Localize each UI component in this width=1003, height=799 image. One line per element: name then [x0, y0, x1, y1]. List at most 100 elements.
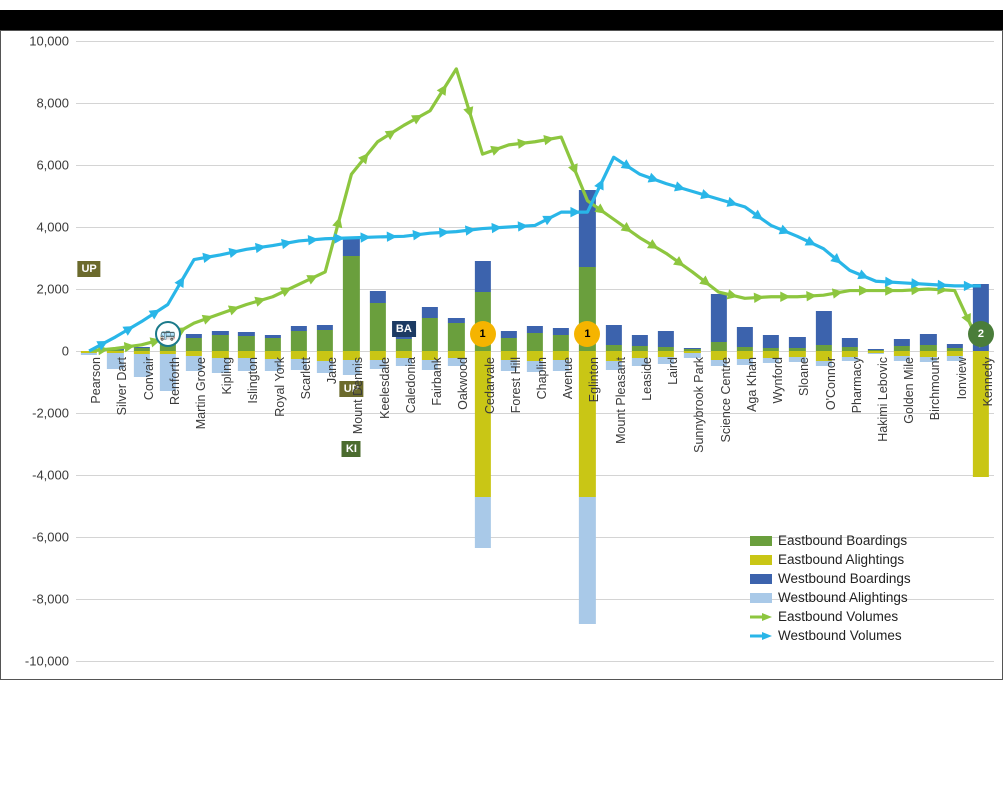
westbound-boardings-bar[interactable] — [343, 239, 359, 256]
eastbound-boardings-bar[interactable] — [553, 335, 569, 351]
bar-col-royal-york[interactable] — [260, 41, 286, 661]
eastbound-boardings-bar[interactable] — [186, 338, 202, 351]
bar-col-chaplin[interactable] — [522, 41, 548, 661]
bar-col-caledonia[interactable] — [391, 41, 417, 661]
bar-col-pearson[interactable] — [76, 41, 102, 661]
bar-col-avenue[interactable] — [548, 41, 574, 661]
station-label-aga-khan: Aga Khan — [745, 357, 759, 412]
westbound-boardings-bar[interactable] — [212, 331, 228, 335]
westbound-boardings-bar[interactable] — [737, 327, 753, 347]
westbound-boardings-bar[interactable] — [186, 334, 202, 337]
eastbound-boardings-bar[interactable] — [212, 335, 228, 351]
bar-col-science-centre[interactable] — [705, 41, 731, 661]
bar-col-jane[interactable] — [312, 41, 338, 661]
legend-item-eastbound-volumes: Eastbound Volumes — [750, 609, 980, 624]
westbound-boardings-bar[interactable] — [291, 326, 307, 331]
westbound-alightings-bar[interactable] — [81, 353, 97, 355]
eastbound-boardings-bar[interactable] — [501, 338, 517, 351]
westbound-boardings-bar[interactable] — [527, 326, 543, 333]
bar-col-convair[interactable] — [128, 41, 154, 661]
westbound-boardings-bar[interactable] — [422, 307, 438, 319]
station-label-sloane: Sloane — [797, 357, 811, 396]
bar-col-martin-grove[interactable] — [181, 41, 207, 661]
interchange-icon-kennedy-7[interactable]: 2 — [968, 321, 994, 347]
eastbound-boardings-bar[interactable] — [343, 256, 359, 351]
station-label-fairbank: Fairbank — [430, 357, 444, 406]
eastbound-boardings-bar[interactable] — [238, 336, 254, 351]
bar-col-fairbank[interactable] — [417, 41, 443, 661]
westbound-alightings-bar[interactable] — [868, 353, 884, 355]
bar-col-mount-dennis[interactable] — [338, 41, 364, 661]
westbound-boardings-bar[interactable] — [658, 331, 674, 347]
westbound-boardings-bar[interactable] — [553, 328, 569, 335]
westbound-boardings-bar[interactable] — [632, 335, 648, 347]
bar-col-scarlett[interactable] — [286, 41, 312, 661]
station-label-avenue: Avenue — [561, 357, 575, 399]
westbound-alightings-bar[interactable] — [474, 497, 490, 548]
westbound-boardings-bar[interactable] — [501, 331, 517, 338]
station-label-birchmount: Birchmount — [928, 357, 942, 420]
westbound-boardings-bar[interactable] — [842, 338, 858, 347]
eastbound-boardings-bar[interactable] — [369, 303, 385, 351]
ytick-label--4000: -4,000 — [1, 468, 69, 483]
westbound-boardings-bar[interactable] — [815, 311, 831, 345]
bar-col-forest-hill[interactable] — [496, 41, 522, 661]
westbound-boardings-bar[interactable] — [238, 332, 254, 336]
legend-label-eastbound-volumes: Eastbound Volumes — [778, 609, 898, 624]
station-label-jane: Jane — [325, 357, 339, 384]
ytick-label--8000: -8,000 — [1, 592, 69, 607]
westbound-boardings-bar[interactable] — [920, 334, 936, 345]
bar-col-kipling[interactable] — [207, 41, 233, 661]
interchange-icon-cedarvale-5[interactable]: 1 — [470, 321, 496, 347]
station-label-chaplin: Chaplin — [535, 357, 549, 399]
station-label-silver-dart: Silver Dart — [115, 357, 129, 415]
westbound-boardings-bar[interactable] — [684, 348, 700, 350]
bar-col-laird[interactable] — [653, 41, 679, 661]
interchange-icon-pearson-0[interactable]: UP — [77, 261, 100, 277]
bar-col-silver-dart[interactable] — [102, 41, 128, 661]
station-label-kipling: Kipling — [220, 357, 234, 395]
westbound-boardings-bar[interactable] — [710, 294, 726, 342]
westbound-boardings-bar[interactable] — [317, 325, 333, 330]
bar-col-eglinton[interactable] — [574, 41, 600, 661]
westbound-boardings-bar[interactable] — [107, 349, 123, 350]
westbound-boardings-bar[interactable] — [763, 335, 779, 348]
eastbound-boardings-bar[interactable] — [291, 331, 307, 351]
eastbound-boardings-bar[interactable] — [710, 342, 726, 351]
bar-col-leaside[interactable] — [627, 41, 653, 661]
bar-col-renforth[interactable] — [155, 41, 181, 661]
eastbound-boardings-bar[interactable] — [448, 323, 464, 351]
interchange-icon-renforth-1[interactable]: 🚌 — [155, 321, 181, 347]
bar-col-sunnybrook-park[interactable] — [679, 41, 705, 661]
westbound-boardings-bar[interactable] — [606, 325, 622, 345]
interchange-icon-eglinton-6[interactable]: 1 — [574, 321, 600, 347]
westbound-boardings-bar[interactable] — [369, 291, 385, 303]
interchange-icon-caledonia-4[interactable]: BA — [392, 321, 416, 337]
westbound-boardings-bar[interactable] — [133, 347, 149, 348]
eastbound-boardings-bar[interactable] — [317, 330, 333, 351]
interchange-icon-mount-dennis-3[interactable]: KI — [342, 441, 361, 457]
legend-item-westbound-boardings: Westbound Boardings — [750, 571, 980, 586]
westbound-boardings-bar[interactable] — [448, 318, 464, 323]
bar-col-cedarvale[interactable] — [469, 41, 495, 661]
westbound-boardings-bar[interactable] — [474, 261, 490, 292]
eastbound-boardings-bar[interactable] — [396, 339, 412, 351]
bar-col-mount-pleasant[interactable] — [601, 41, 627, 661]
westbound-boardings-bar[interactable] — [947, 344, 963, 348]
legend-item-eastbound-alightings: Eastbound Alightings — [750, 552, 980, 567]
station-label-science-centre: Science Centre — [719, 357, 733, 442]
westbound-boardings-bar[interactable] — [265, 335, 281, 338]
westbound-boardings-bar[interactable] — [579, 190, 595, 268]
westbound-boardings-bar[interactable] — [894, 339, 910, 347]
station-label-martin-grove: Martin Grove — [194, 357, 208, 429]
station-label-sunnybrook-park: Sunnybrook Park — [692, 357, 706, 453]
ytick-label-6000: 6,000 — [1, 158, 69, 173]
eastbound-boardings-bar[interactable] — [422, 318, 438, 351]
eastbound-boardings-bar[interactable] — [265, 338, 281, 351]
westbound-boardings-bar[interactable] — [789, 337, 805, 348]
bar-col-keelesdale[interactable] — [365, 41, 391, 661]
bar-col-oakwood[interactable] — [443, 41, 469, 661]
westbound-alightings-bar[interactable] — [579, 497, 595, 624]
eastbound-boardings-bar[interactable] — [527, 333, 543, 351]
bar-col-islington[interactable] — [233, 41, 259, 661]
